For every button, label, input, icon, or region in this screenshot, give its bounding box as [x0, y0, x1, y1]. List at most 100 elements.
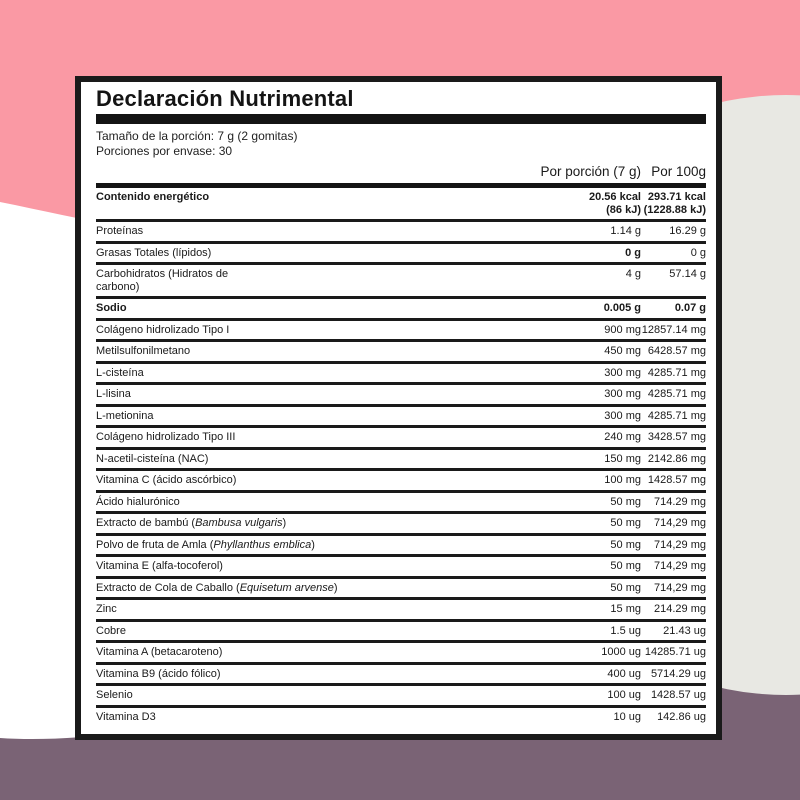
per-100g-amount: 714.29 mg [654, 495, 706, 508]
table-row: Vitamina C (ácido ascórbico) 100 mg 1428… [96, 471, 706, 493]
nutrient-name: Selenio [96, 689, 491, 702]
nutrient-name-text: Extracto de Cola de Caballo ( [96, 581, 240, 594]
nutrient-name: L-metionina [96, 410, 491, 423]
per-serving-amount: 450 mg [604, 345, 641, 357]
per-serving-amount: 1000 ug [601, 646, 641, 658]
per-serving-amount-sub: (86 kJ) [606, 203, 641, 216]
title-divider-bar [96, 114, 706, 124]
per-serving-value: 50 mg [491, 560, 641, 573]
per-serving-amount: 0 g [625, 246, 641, 259]
nutrient-name: Colágeno hidrolizado Tipo I [96, 324, 491, 337]
nutrient-latin-name: Bambusa vulgaris [195, 517, 283, 529]
per-serving-value: 1.14 g [491, 225, 641, 238]
per-100g-value: 14285.71 ug [641, 646, 706, 659]
per-serving-amount: 20.56 kcal [589, 191, 641, 203]
nutrient-name-text: Metilsulfonilmetano [96, 345, 191, 357]
per-100g-value: 2142.86 mg [641, 453, 706, 466]
per-serving-value: 100 mg [491, 474, 641, 487]
per-serving-amount: 50 mg [610, 560, 641, 572]
nutrient-name-text: Zinc [96, 603, 117, 615]
per-100g-amount: 5714.29 ug [650, 667, 706, 680]
nutrient-name: Zinc [96, 603, 491, 616]
table-row: Colágeno hidrolizado Tipo III 240 mg 342… [96, 428, 706, 450]
per-100g-amount: 6428.57 mg [647, 345, 706, 357]
nutrient-name-text: Carbohidratos (Hidratos de [96, 268, 229, 280]
per-100g-value: 6428.57 mg [641, 345, 706, 358]
per-serving-value: 50 mg [491, 496, 641, 509]
per-100g-header: Por 100g [651, 164, 706, 179]
nutrient-name-line2: carbono) [96, 280, 140, 293]
nutrient-name-text: Vitamina D3 [96, 710, 156, 723]
per-serving-value: 0.005 g [491, 302, 641, 315]
nutrient-name: Proteínas [96, 225, 491, 238]
nutrient-name-text: Vitamina C (ácido ascórbico) [96, 474, 237, 486]
per-serving-header: Por porción (7 g) [540, 164, 641, 179]
per-100g-amount: 14285.71 ug [644, 646, 706, 658]
column-headers: Por porción (7 g) Por 100g [96, 164, 706, 179]
per-serving-value: 10 ug [491, 711, 641, 724]
nutrient-name-suffix: ) [282, 517, 287, 529]
per-100g-value: 4285.71 mg [641, 367, 706, 380]
table-row: Zinc 15 mg 214.29 mg [96, 600, 706, 622]
per-100g-amount: 0.07 g [674, 302, 706, 314]
nutrient-name-text: Colágeno hidrolizado Tipo III [96, 431, 236, 443]
nutrient-name-text: Ácido hialurónico [96, 495, 180, 508]
per-100g-amount: 12857.14 mg [641, 323, 706, 336]
nutrient-name: Carbohidratos (Hidratos de carbono) [96, 268, 491, 293]
nutrient-name-text: Extracto de bambú ( [96, 517, 196, 529]
nutrient-name-text: Vitamina A (betacaroteno) [96, 646, 223, 658]
nutrient-name: Colágeno hidrolizado Tipo III [96, 431, 491, 444]
table-row: Extracto de Cola de Caballo (Equisetum a… [96, 579, 706, 600]
nutrient-latin-name: Phyllanthus emblica [213, 538, 312, 551]
per-serving-amount: 1.5 ug [610, 624, 641, 637]
per-100g-value: 0.07 g [641, 302, 706, 315]
table-row: Extracto de bambú (Bambusa vulgaris) 50 … [96, 514, 706, 536]
nutrient-name-text: Grasas Totales (lípidos) [96, 246, 212, 259]
per-100g-value: 714,29 mg [641, 539, 706, 552]
per-serving-value: 1.5 ug [491, 625, 641, 638]
per-serving-value: 100 ug [491, 689, 641, 702]
per-serving-value: 0 g [491, 247, 641, 260]
nutrient-name-suffix: ) [333, 581, 338, 594]
table-row: L-metionina 300 mg 4285.71 mg [96, 407, 706, 428]
table-row: Ácido hialurónico 50 mg 714.29 mg [96, 493, 706, 514]
per-serving-amount: 15 mg [610, 603, 641, 615]
table-row: Vitamina B9 (ácido fólico) 400 ug 5714.2… [96, 665, 706, 686]
per-100g-amount: 0 g [690, 246, 706, 259]
per-serving-value: 4 g [491, 268, 641, 281]
per-serving-amount: 1.14 g [610, 225, 641, 237]
per-100g-amount: 4285.71 mg [647, 388, 706, 400]
per-100g-value: 16.29 g [641, 225, 706, 238]
per-serving-amount: 300 mg [604, 366, 641, 379]
per-100g-value: 57.14 g [641, 268, 706, 281]
per-serving-value: 50 mg [491, 517, 641, 530]
per-100g-amount: 16.29 g [669, 225, 706, 237]
nutrient-name: Grasas Totales (lípidos) [96, 247, 491, 260]
per-serving-value: 50 mg [491, 539, 641, 552]
per-100g-value: 214.29 mg [641, 603, 706, 616]
table-row: Vitamina A (betacaroteno) 1000 ug 14285.… [96, 643, 706, 665]
per-serving-amount: 240 mg [604, 431, 641, 443]
nutrient-name: Extracto de bambú (Bambusa vulgaris) [96, 517, 491, 530]
per-100g-amount-sub: (1228.88 kJ) [643, 203, 706, 216]
table-row: Grasas Totales (lípidos) 0 g 0 g [96, 244, 706, 265]
nutrient-name-suffix: ) [311, 538, 315, 551]
table-row: L-cisteína 300 mg 4285.71 mg [96, 364, 706, 385]
per-100g-amount: 714,29 mg [654, 581, 706, 594]
per-serving-amount: 300 mg [604, 409, 641, 422]
per-serving-amount: 100 mg [604, 474, 641, 486]
per-100g-value: 714,29 mg [641, 560, 706, 573]
nutrient-name-text: L-cisteína [96, 366, 144, 379]
servings-per-container-line: Porciones por envase: 30 [96, 144, 233, 158]
per-100g-amount: 4285.71 mg [647, 366, 706, 379]
per-100g-amount: 214.29 mg [654, 603, 706, 615]
per-100g-amount: 142.86 ug [657, 710, 706, 723]
table-row: L-lisina 300 mg 4285.71 mg [96, 385, 706, 407]
per-100g-amount: 714,29 mg [654, 517, 706, 529]
per-100g-value: 714,29 mg [641, 582, 706, 595]
nutrient-name: Polvo de fruta de Amla (Phyllanthus embl… [96, 539, 491, 552]
per-100g-amount: 21.43 ug [663, 624, 706, 637]
nutrient-name-text: N-acetil-cisteína (NAC) [96, 452, 209, 465]
nutrient-name: Vitamina D3 [96, 711, 491, 724]
nutrient-name: Vitamina B9 (ácido fólico) [96, 668, 491, 681]
